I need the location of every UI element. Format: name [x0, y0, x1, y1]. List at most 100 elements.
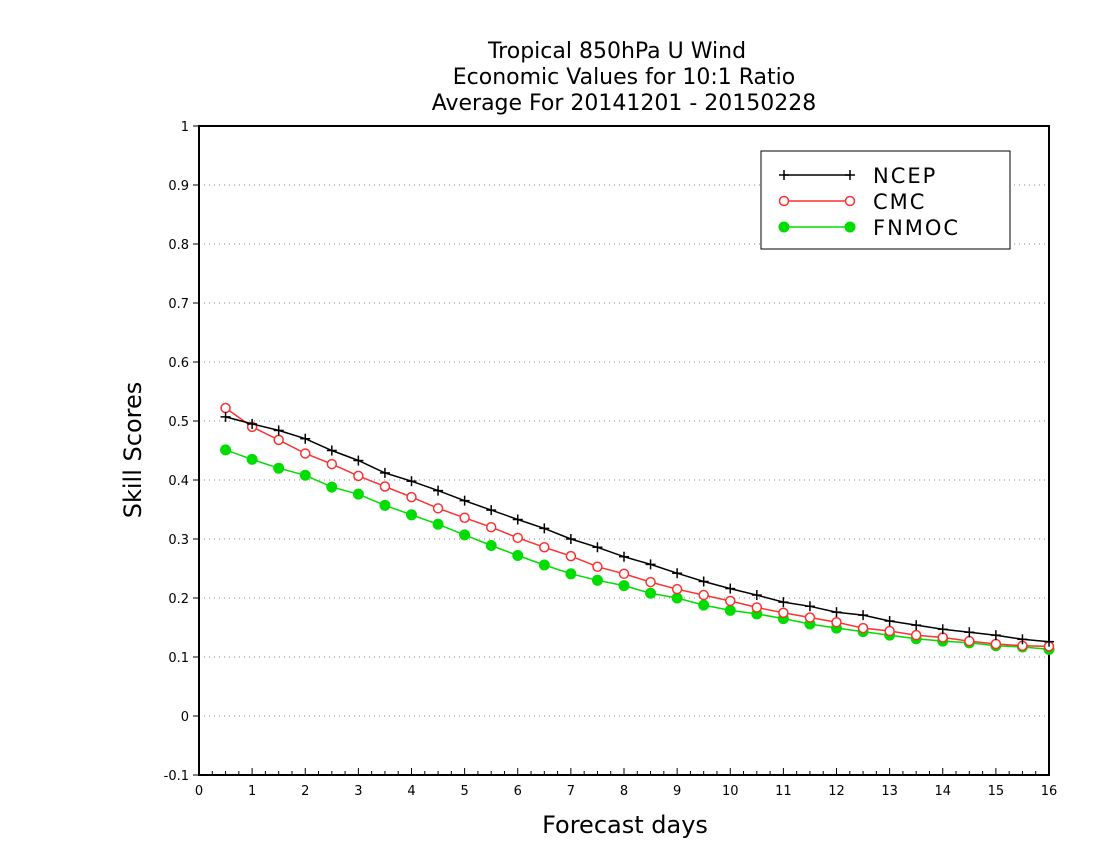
point-fnmoc-7 — [406, 509, 417, 521]
point-fnmoc-12 — [538, 559, 550, 571]
point-fnmoc-4 — [326, 481, 338, 493]
x-tick-label-15: 15 — [988, 784, 1005, 799]
point-cmc-14 — [592, 561, 603, 572]
point-cmc-6 — [379, 481, 391, 492]
x-tick-label-12: 12 — [828, 784, 845, 799]
point-cmc-8 — [432, 503, 444, 514]
y-tick-label-0: -0.1 — [164, 769, 189, 784]
point-fnmoc-19 — [724, 604, 736, 616]
point-fnmoc-13 — [565, 568, 577, 580]
point-ncep-14 — [592, 542, 603, 553]
point-ncep-24 — [858, 610, 869, 621]
point-ncep-1 — [247, 418, 258, 429]
point-cmc-27 — [937, 632, 948, 643]
point-fnmoc-1 — [246, 453, 258, 465]
point-ncep-30 — [1017, 634, 1028, 645]
point-ncep-26 — [911, 620, 922, 631]
point-cmc-26 — [910, 629, 922, 641]
x-tick-label-3: 3 — [354, 784, 362, 799]
x-axis-label: Forecast days — [542, 811, 708, 839]
point-ncep-17 — [672, 568, 683, 579]
legend-item-ncep: NCEP — [779, 164, 937, 188]
y-tick-label-8: 0.7 — [168, 297, 189, 312]
point-ncep-3 — [300, 433, 311, 444]
point-cmc-3 — [300, 448, 311, 459]
point-cmc-23 — [831, 616, 842, 628]
point-fnmoc-6 — [379, 499, 391, 511]
axes: -0.100.10.20.30.40.50.60.70.80.910 1 2 3 4 5 6… — [164, 120, 1058, 799]
point-fnmoc-2 — [273, 462, 285, 474]
point-cmc-0 — [220, 402, 231, 414]
legend-label-ncep: NCEP — [873, 164, 937, 188]
point-ncep-5 — [353, 455, 364, 466]
x-tick-label-10: 10 — [722, 784, 739, 799]
point-cmc-4 — [326, 458, 338, 470]
point-cmc-5 — [353, 470, 364, 482]
point-ncep-6 — [379, 467, 390, 478]
legend-item-fnmoc: FNMOC — [778, 216, 960, 240]
point-ncep-25 — [884, 616, 895, 627]
legend-box — [760, 150, 1011, 250]
x-tick-label-6: 6 — [514, 784, 522, 799]
point-fnmoc-18 — [698, 599, 710, 611]
point-ncep-11 — [512, 514, 523, 525]
x-tick-label-13: 13 — [881, 784, 898, 799]
legend-marker-left-fnmoc — [778, 221, 790, 233]
series-cmc — [220, 402, 1055, 652]
x-tick-label-0: 0 — [195, 784, 203, 799]
point-cmc-15 — [618, 568, 630, 580]
y-tick-label-9: 0.8 — [168, 238, 189, 253]
legend-label-fnmoc: FNMOC — [873, 216, 960, 240]
point-cmc-21 — [778, 607, 789, 618]
y-tick-label-3: 0.2 — [168, 592, 189, 607]
point-fnmoc-8 — [432, 518, 444, 530]
point-cmc-7 — [406, 491, 417, 503]
point-fnmoc-10 — [485, 539, 497, 551]
x-tick-label-8: 8 — [620, 784, 628, 799]
y-tick-label-4: 0.3 — [168, 533, 189, 548]
legend-item-cmc: CMC — [778, 190, 926, 214]
series-fnmoc — [220, 444, 1055, 655]
x-tick-label-14: 14 — [934, 784, 951, 799]
point-fnmoc-3 — [299, 469, 311, 481]
y-tick-label-11: 1 — [181, 120, 189, 135]
point-ncep-19 — [725, 583, 736, 594]
point-ncep-22 — [804, 601, 815, 612]
y-axis-label: Skill Scores — [119, 382, 147, 519]
x-tick-label-9: 9 — [673, 784, 681, 799]
series-line-ncep — [225, 416, 1050, 643]
legend-label-cmc: CMC — [873, 190, 926, 214]
point-ncep-20 — [751, 590, 762, 601]
point-ncep-13 — [565, 534, 576, 544]
point-cmc-24 — [857, 622, 869, 634]
series-line-cmc — [225, 407, 1050, 648]
point-fnmoc-16 — [645, 587, 657, 599]
x-tick-label-1: 1 — [248, 784, 256, 799]
y-tick-label-7: 0.6 — [168, 356, 189, 371]
point-cmc-25 — [884, 625, 895, 637]
point-cmc-11 — [512, 532, 523, 544]
point-ncep-4 — [326, 445, 337, 456]
point-cmc-19 — [725, 595, 736, 607]
point-ncep-9 — [459, 495, 470, 506]
point-cmc-18 — [698, 589, 709, 601]
point-cmc-2 — [273, 434, 284, 446]
legend-marker-left-ncep — [779, 170, 789, 180]
point-ncep-27 — [937, 624, 948, 635]
point-cmc-22 — [804, 612, 816, 623]
point-fnmoc-0 — [220, 444, 232, 456]
x-tick-label-7: 7 — [567, 784, 575, 799]
point-ncep-8 — [433, 485, 444, 496]
y-tick-label-1: 0 — [181, 710, 189, 725]
data-series — [220, 402, 1055, 655]
title-line-1: Tropical 850hPa U Wind — [487, 39, 746, 64]
grid-lines — [199, 184, 1049, 717]
legend-marker-left-cmc — [778, 195, 790, 207]
y-tick-label-5: 0.4 — [168, 474, 189, 489]
title-line-3: Average For 20141201 - 20150228 — [432, 91, 817, 116]
x-tick-label-11: 11 — [775, 784, 792, 799]
point-fnmoc-14 — [591, 574, 603, 586]
point-fnmoc-15 — [618, 580, 630, 592]
